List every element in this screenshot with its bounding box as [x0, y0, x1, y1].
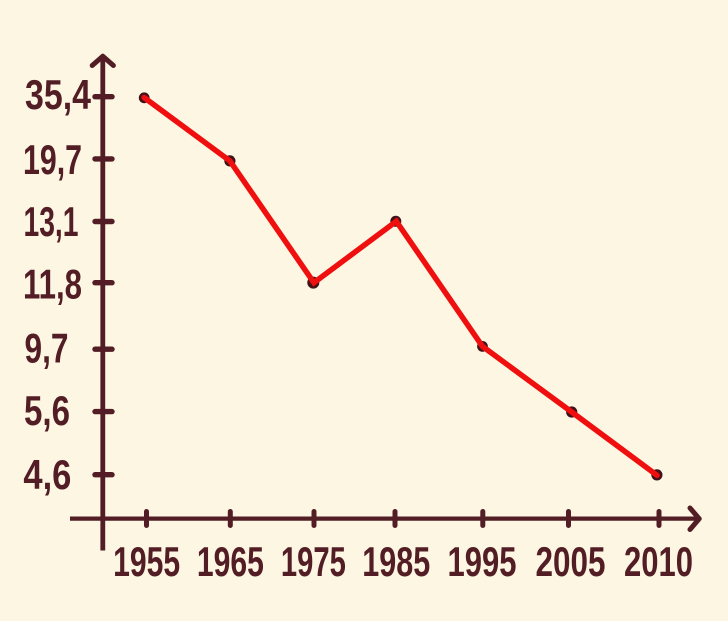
svg-text:13,1: 13,1 [24, 198, 79, 245]
svg-text:2005: 2005 [536, 538, 606, 585]
svg-text:1985: 1985 [362, 538, 430, 585]
svg-text:4,6: 4,6 [23, 451, 71, 498]
svg-text:35,4: 35,4 [25, 71, 92, 118]
svg-text:5,6: 5,6 [24, 387, 70, 434]
svg-text:1995: 1995 [448, 538, 517, 585]
svg-text:1955: 1955 [113, 538, 180, 585]
svg-text:9,7: 9,7 [25, 325, 69, 372]
svg-text:11,8: 11,8 [23, 261, 82, 308]
svg-text:2010: 2010 [624, 538, 693, 585]
svg-text:19,7: 19,7 [23, 136, 82, 183]
svg-text:1975: 1975 [281, 538, 346, 585]
svg-text:1965: 1965 [197, 538, 264, 585]
